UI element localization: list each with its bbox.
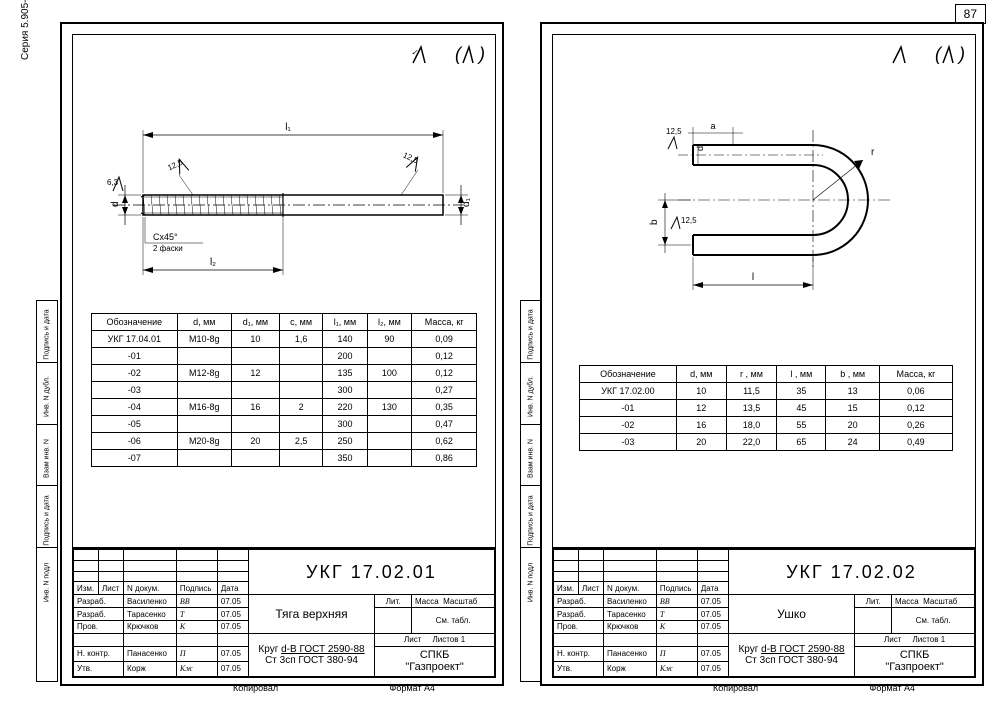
binding-column-right: Подпись и дата Инв. N дубл. Взам инв. N … (520, 300, 542, 682)
table-row: -032022,065240,49 (580, 434, 953, 451)
page: 87 Серия 5.905-18.05 вып. 1 Подпись и да… (0, 0, 1000, 708)
table-row: -02M12-8g121351000,12 (92, 365, 477, 382)
data-table-left: Обозначениеd, ммd₁, ммс, ммl₁, ммl₂, ммМ… (91, 313, 477, 467)
ushko-svg: a r d b (563, 75, 963, 315)
svg-text:a: a (710, 121, 715, 131)
svg-text:l₂: l₂ (210, 257, 216, 268)
table-row: УКГ 17.04.01M10-8g101,6140900,09 (92, 331, 477, 348)
title-block-right: УКГ 17.02.02 Изм.ЛистN докум.ПодписьДата… (553, 547, 975, 677)
table-row: -06M20-8g202,52500,62 (92, 433, 477, 450)
svg-text:12,5: 12,5 (681, 216, 697, 225)
binding-column-left: Подпись и дата Инв. N дубл. Взам инв. N … (36, 300, 58, 682)
format-label: Формат А4 (390, 683, 435, 693)
sheet-right: () (540, 22, 984, 686)
kopiroval-label: Копировал (233, 683, 278, 693)
svg-text:12,5: 12,5 (166, 157, 184, 172)
svg-text:b: b (649, 219, 660, 225)
table-row: УКГ 17.02.001011,535130,06 (580, 383, 953, 400)
series-label: Серия 5.905-18.05 вып. 1 (20, 0, 31, 60)
svg-text:l₁: l₁ (285, 122, 291, 133)
svg-text:2 фаски: 2 фаски (153, 244, 183, 253)
rod-svg: l₁ l₂ Cx45° 2 фаски (83, 75, 483, 295)
svg-text:Cx45°: Cx45° (153, 232, 178, 242)
table-row: -012000,12 (92, 348, 477, 365)
sheet-left-inner: ✓() (72, 34, 496, 678)
table-row: -011213,545150,12 (580, 400, 953, 417)
svg-text:d: d (110, 201, 121, 207)
table-row: -04M16-8g1622201300,35 (92, 399, 477, 416)
svg-text:d: d (695, 146, 705, 151)
svg-text:l: l (752, 272, 754, 283)
svg-text:d₁: d₁ (461, 197, 472, 207)
title-block-left: УКГ 17.02.01 Изм.ЛистN докум.ПодписьДата… (73, 547, 495, 677)
svg-text:✓: ✓ (411, 48, 418, 57)
surface-finish-mark: () (891, 41, 965, 69)
svg-text:6,3: 6,3 (107, 178, 119, 187)
drawing-rod: l₁ l₂ Cx45° 2 фаски (83, 75, 485, 295)
surface-finish-mark: ✓() (411, 41, 485, 69)
svg-text:r: r (871, 147, 875, 158)
table-row: -033000,27 (92, 382, 477, 399)
sheet-right-inner: () (552, 34, 976, 678)
data-table-right: Обозначениеd, ммr , ммl , ммb , ммМасса,… (579, 365, 953, 451)
sheet-left: ✓() (60, 22, 504, 686)
page-number: 87 (955, 4, 986, 24)
drawing-ushko: a r d b (563, 75, 965, 325)
svg-text:12,5: 12,5 (666, 127, 682, 136)
table-row: -073500,86 (92, 450, 477, 467)
table-row: -021618,055200,26 (580, 417, 953, 434)
table-row: -053000,47 (92, 416, 477, 433)
